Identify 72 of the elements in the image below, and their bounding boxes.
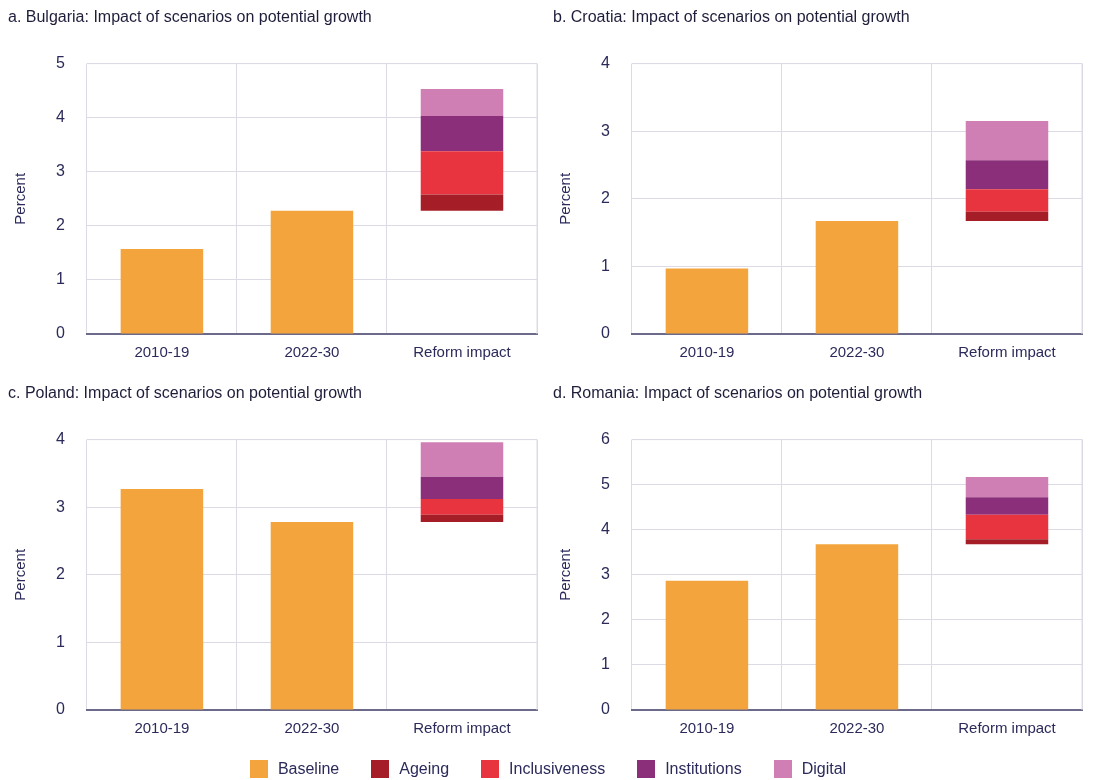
- bar: [665, 580, 749, 710]
- bar: [965, 121, 1049, 161]
- y-tick-label: 4: [55, 108, 65, 126]
- y-tick-label: 0: [600, 324, 610, 342]
- y-tick-label: 3: [55, 497, 65, 515]
- y-tick-label: 6: [600, 430, 610, 448]
- y-tick-label: 0: [55, 324, 65, 342]
- bar: [815, 544, 899, 710]
- x-tick-label: Reform impact: [958, 343, 1057, 361]
- y-tick-label: 3: [55, 162, 65, 180]
- y-tick-label: 2: [55, 216, 65, 234]
- bar: [420, 151, 504, 195]
- y-tick-label: 5: [55, 54, 65, 72]
- x-tick-label: 2022-30: [829, 719, 885, 737]
- bar: [420, 89, 504, 117]
- bar: [965, 477, 1049, 498]
- bar: [420, 514, 504, 523]
- x-tick-label: 2010-19: [679, 719, 735, 737]
- bar: [270, 210, 354, 334]
- bar: [420, 499, 504, 515]
- bar: [965, 189, 1049, 212]
- y-tick-label: 4: [600, 54, 610, 72]
- x-tick-label: 2022-30: [284, 719, 340, 737]
- legend-label: Institutions: [665, 760, 742, 778]
- x-tick-label: 2022-30: [284, 343, 340, 361]
- y-tick-label: 0: [55, 700, 65, 718]
- y-tick-label: 4: [600, 520, 610, 538]
- y-tick-label: 1: [55, 270, 65, 288]
- y-tick-label: 2: [600, 189, 610, 207]
- bar: [965, 539, 1049, 545]
- y-tick-label: 1: [55, 632, 65, 650]
- bar: [420, 116, 504, 152]
- chart-title: c. Poland: Impact of scenarios on potential growth: [8, 384, 363, 402]
- y-tick-label: 1: [600, 655, 610, 673]
- bar: [420, 442, 504, 477]
- legend-label: Inclusiveness: [509, 760, 606, 778]
- bar: [270, 522, 354, 710]
- x-tick-label: 2010-19: [134, 343, 190, 361]
- y-tick-label: 2: [600, 610, 610, 628]
- x-tick-label: Reform impact: [958, 719, 1057, 737]
- y-axis-title: Percent: [11, 548, 29, 601]
- bar: [120, 249, 204, 334]
- y-tick-label: 5: [600, 475, 610, 493]
- bar: [965, 160, 1049, 190]
- bar: [965, 497, 1049, 515]
- bar: [420, 194, 504, 211]
- y-axis-title: Percent: [556, 172, 574, 225]
- x-tick-label: 2022-30: [829, 343, 885, 361]
- bar: [815, 221, 899, 334]
- y-tick-label: 2: [55, 565, 65, 583]
- x-tick-label: 2010-19: [134, 719, 190, 737]
- chart-title: d. Romania: Impact of scenarios on potential growth: [553, 384, 924, 402]
- chart-title: b. Croatia: Impact of scenarios on potential growth: [553, 8, 911, 26]
- y-tick-label: 3: [600, 565, 610, 583]
- y-axis-title: Percent: [11, 172, 29, 225]
- y-tick-label: 1: [600, 256, 610, 274]
- y-tick-label: 0: [600, 700, 610, 718]
- y-axis-title: Percent: [556, 548, 574, 601]
- bar: [420, 476, 504, 500]
- y-tick-label: 4: [55, 430, 65, 448]
- bar: [965, 514, 1049, 540]
- x-tick-label: 2010-19: [679, 343, 735, 361]
- legend-label: Ageing: [399, 760, 450, 778]
- legend-label: Digital: [801, 760, 847, 778]
- chart-title: a. Bulgaria: Impact of scenarios on potential growth: [8, 8, 373, 26]
- bar: [665, 268, 749, 334]
- legend-label: Baseline: [277, 760, 340, 778]
- y-tick-label: 3: [600, 121, 610, 139]
- bar: [120, 488, 204, 710]
- bar: [965, 211, 1049, 222]
- x-tick-label: Reform impact: [413, 719, 512, 737]
- x-tick-label: Reform impact: [413, 343, 512, 361]
